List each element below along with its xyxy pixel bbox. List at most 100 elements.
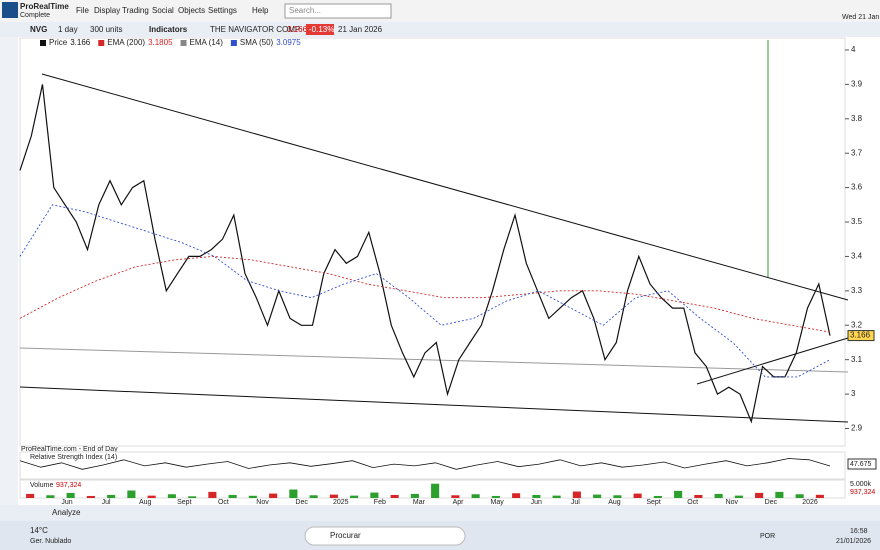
ticker[interactable]: NVG bbox=[30, 25, 47, 34]
x-tick-label: Aug bbox=[139, 499, 152, 506]
x-tick-label: Aug bbox=[608, 499, 621, 506]
x-tick-label: Oct bbox=[218, 499, 229, 506]
volume-scale: 5.000k bbox=[850, 481, 872, 488]
volume-bar bbox=[633, 493, 642, 498]
volume-bar bbox=[653, 495, 662, 498]
volume-bar bbox=[694, 494, 703, 498]
legend-value: 3.166 bbox=[70, 38, 91, 47]
volume-bar bbox=[147, 495, 156, 498]
taskbar-search[interactable] bbox=[304, 526, 466, 546]
y-tick-label: 3.1 bbox=[851, 355, 863, 364]
volume-bar bbox=[329, 494, 338, 498]
volume-bar bbox=[815, 494, 824, 498]
volume-last: 937,324 bbox=[56, 482, 81, 489]
x-tick-label: Mar bbox=[413, 499, 426, 506]
menu-item[interactable]: Trading bbox=[122, 6, 149, 15]
legend-label: SMA (50) bbox=[240, 38, 274, 47]
date: Wed 21 Jan bbox=[842, 14, 879, 21]
x-tick-label: 2026 bbox=[802, 499, 818, 506]
y-tick-label: 3.8 bbox=[851, 114, 863, 123]
x-tick-label: Sept bbox=[646, 499, 660, 506]
clock-time: 16:58 bbox=[850, 528, 868, 535]
search-placeholder[interactable]: Search... bbox=[289, 6, 321, 15]
toolbar bbox=[0, 22, 880, 37]
trend-line bbox=[19, 347, 849, 373]
legend-swatch bbox=[98, 40, 105, 46]
price-badge-text: 3.166 bbox=[850, 331, 871, 340]
volume-bar bbox=[309, 495, 318, 498]
bottom-toolbar bbox=[0, 505, 880, 521]
volume-bar bbox=[714, 493, 723, 498]
volume-bar bbox=[674, 490, 683, 498]
legend-label: Price bbox=[49, 38, 68, 47]
y-tick-label: 3.3 bbox=[851, 286, 863, 295]
y-tick-label: 3.2 bbox=[851, 320, 863, 329]
volume-bar bbox=[552, 495, 561, 498]
menu-bar bbox=[0, 0, 880, 22]
side-toolbar bbox=[0, 37, 18, 505]
search-box[interactable] bbox=[284, 3, 392, 19]
logo bbox=[2, 2, 18, 18]
legend-swatch bbox=[40, 40, 46, 46]
brand: ProRealTime bbox=[20, 2, 69, 11]
x-tick-label: Nov bbox=[256, 499, 269, 506]
taskbar-search-text[interactable]: Procurar bbox=[330, 531, 361, 540]
legend-label: EMA (14) bbox=[190, 38, 224, 47]
y-tick-label: 3.4 bbox=[851, 252, 863, 261]
price-line bbox=[19, 84, 831, 424]
main-panel bbox=[19, 37, 846, 447]
weather-temp: 14°C bbox=[30, 526, 48, 535]
volume-bar bbox=[431, 483, 440, 498]
x-tick-label: Jun bbox=[61, 499, 72, 506]
menu-item[interactable]: Objects bbox=[178, 6, 205, 15]
volume-bar bbox=[86, 495, 95, 498]
trend-line bbox=[41, 73, 849, 301]
x-tick-label: Jun bbox=[531, 499, 542, 506]
indicators-button[interactable]: Indicators bbox=[149, 25, 188, 34]
menu-item[interactable]: File bbox=[76, 6, 89, 15]
volume-bar bbox=[491, 495, 500, 498]
volume-bar bbox=[46, 495, 55, 498]
x-tick-label: Apr bbox=[453, 499, 465, 506]
volume-bar bbox=[471, 494, 480, 498]
x-tick-label: Jul bbox=[571, 499, 580, 506]
volume-bar bbox=[734, 495, 743, 498]
x-tick-label: Oct bbox=[687, 499, 698, 506]
menu-item[interactable]: Settings bbox=[208, 6, 237, 15]
x-tick-label: May bbox=[491, 499, 505, 506]
volume-bar bbox=[572, 491, 581, 498]
y-tick-label: 2.9 bbox=[851, 424, 863, 433]
indicator-line bbox=[19, 255, 831, 333]
volume-bar bbox=[410, 493, 419, 498]
menu-item[interactable]: Display bbox=[94, 6, 120, 15]
price-badge bbox=[847, 330, 875, 342]
rsi-last: 47.675 bbox=[850, 461, 872, 468]
change-badge bbox=[306, 24, 334, 35]
menu-item[interactable]: Social bbox=[152, 6, 174, 15]
volume-axis-last: 937,324 bbox=[850, 489, 875, 496]
change: -0.13% bbox=[309, 25, 334, 34]
quote-date: 21 Jan 2026 bbox=[338, 25, 383, 34]
volume-bar bbox=[613, 495, 622, 498]
indicator-line bbox=[19, 204, 831, 378]
y-tick-label: 3.6 bbox=[851, 183, 863, 192]
x-tick-label: Dec bbox=[295, 499, 308, 506]
y-tick-label: 3 bbox=[851, 389, 856, 398]
volume-bar bbox=[755, 492, 764, 498]
rsi-label: Relative Strength Index (14) bbox=[30, 454, 117, 461]
menu-item[interactable]: Help bbox=[252, 6, 269, 15]
volume-bar bbox=[532, 494, 541, 498]
x-tick-label: 2025 bbox=[333, 499, 349, 506]
volume-bar bbox=[775, 491, 784, 498]
units[interactable]: 300 units bbox=[90, 25, 122, 34]
rsi-line bbox=[19, 458, 831, 470]
period[interactable]: 1 day bbox=[58, 25, 78, 34]
volume-bar bbox=[228, 494, 237, 498]
volume-bar bbox=[390, 494, 399, 498]
x-tick-label: Jul bbox=[102, 499, 111, 506]
clock-date: 21/01/2026 bbox=[836, 538, 871, 545]
volume-bar bbox=[269, 493, 278, 498]
analyze-button[interactable]: Analyze bbox=[52, 508, 81, 517]
volume-bar bbox=[593, 494, 602, 498]
